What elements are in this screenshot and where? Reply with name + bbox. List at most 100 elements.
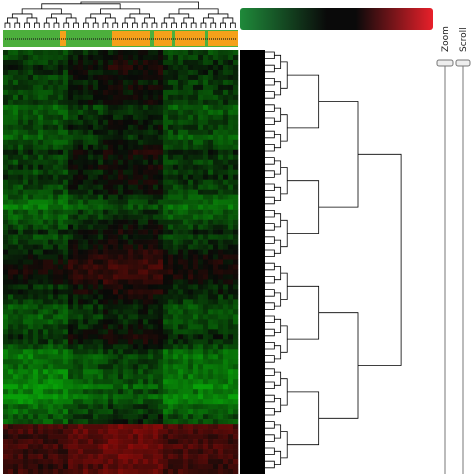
heatmap-cell	[13, 179, 19, 185]
heatmap-cell	[163, 324, 169, 330]
heatmap-cell	[203, 439, 209, 445]
heatmap-cell	[88, 444, 94, 450]
heatmap-cell	[218, 224, 224, 230]
heatmap-cell	[213, 159, 219, 166]
zoom-handle[interactable]	[436, 59, 454, 67]
scroll-control[interactable]: Scroll	[455, 27, 471, 474]
heatmap-cell	[18, 179, 24, 185]
heatmap-cell	[108, 299, 114, 305]
heatmap-cell	[163, 119, 169, 126]
scroll-handle[interactable]	[455, 59, 471, 67]
heatmap-cell	[18, 94, 24, 101]
heatmap-cell	[23, 264, 29, 270]
heatmap-cell	[108, 64, 114, 71]
heatmap-cell	[178, 104, 184, 111]
heatmap-cell	[33, 449, 39, 455]
heatmap-cell	[203, 299, 209, 305]
heatmap-cell	[223, 174, 229, 180]
heatmap-cell	[148, 289, 154, 295]
heatmap-cell	[153, 344, 159, 350]
heatmap-cell	[183, 464, 189, 470]
heatmap-cell	[143, 384, 149, 390]
heatmap-cell	[8, 69, 14, 76]
heatmap-cell	[23, 69, 29, 76]
heatmap-cell	[198, 304, 204, 310]
heatmap-cell	[163, 359, 169, 365]
heatmap-cell	[63, 399, 69, 405]
heatmap-cell	[78, 54, 84, 61]
heatmap-cell	[188, 209, 194, 215]
heatmap-cell	[153, 354, 159, 360]
heatmap-cell	[53, 279, 59, 285]
heatmap-cell	[93, 224, 99, 230]
heatmap-cell	[198, 54, 204, 61]
heatmap-cell	[48, 164, 54, 171]
heatmap-cell	[118, 254, 124, 260]
heatmap-cell	[38, 319, 44, 325]
heatmap-cell	[98, 184, 104, 190]
heatmap-cell	[38, 229, 44, 235]
heatmap-cell	[83, 59, 89, 66]
heatmap-cell	[198, 319, 204, 325]
heatmap-cell	[223, 134, 229, 141]
heatmap-cell	[113, 124, 119, 131]
heatmap-cell	[123, 119, 129, 126]
heatmap-cell	[218, 174, 224, 180]
annotation-group	[205, 31, 208, 46]
heatmap-cell	[48, 294, 54, 300]
heatmap-cell	[113, 104, 119, 111]
heatmap-cell	[58, 239, 64, 245]
heatmap-cell	[218, 164, 224, 171]
heatmap-cell	[28, 199, 34, 205]
heatmap-cell	[163, 50, 169, 56]
heatmap-cell	[43, 94, 49, 101]
heatmap-cell	[33, 289, 39, 295]
heatmap-cell	[173, 94, 179, 101]
zoom-control[interactable]: Zoom	[436, 26, 454, 474]
heatmap-cell	[118, 444, 124, 450]
heatmap-cell	[133, 194, 139, 200]
heatmap-cell	[203, 264, 209, 270]
heatmap-cell	[23, 364, 29, 370]
heatmap-cell	[108, 449, 114, 455]
heatmap-cell	[13, 404, 19, 410]
heatmap-cell	[178, 119, 184, 126]
heatmap-cell	[8, 469, 14, 474]
heatmap-cell	[128, 174, 134, 180]
heatmap-cell	[213, 404, 219, 410]
heatmap-cell	[113, 419, 119, 425]
heatmap-cell	[173, 124, 179, 131]
heatmap-cell	[143, 184, 149, 190]
heatmap-cell	[98, 434, 104, 440]
heatmap-cell	[228, 174, 234, 180]
heatmap-cell	[18, 109, 24, 116]
heatmap-cell	[223, 309, 229, 315]
heatmap-cell	[123, 459, 129, 465]
heatmap-cell	[148, 214, 154, 220]
heatmap-cell	[223, 344, 229, 350]
heatmap-cell	[98, 264, 104, 270]
heatmap-cell	[113, 164, 119, 171]
heatmap-cell	[168, 304, 174, 310]
heatmap-cell	[58, 209, 64, 215]
heatmap-cell	[128, 329, 134, 335]
heatmap-cell	[158, 454, 164, 460]
heatmap-cell	[233, 149, 239, 156]
heatmap-cell	[33, 99, 39, 106]
heatmap-cell	[3, 289, 9, 295]
heatmap-cell	[208, 234, 214, 240]
heatmap-cell	[3, 139, 9, 146]
heatmap-cell	[113, 119, 119, 126]
heatmap-cell	[8, 269, 14, 275]
heatmap-cell	[208, 269, 214, 275]
heatmap-cell	[178, 174, 184, 180]
heatmap-cell	[58, 139, 64, 146]
heatmap-cell	[133, 99, 139, 106]
heatmap-cell	[223, 50, 229, 56]
heatmap-cell	[8, 464, 14, 470]
heatmap-cell	[178, 469, 184, 474]
heatmap-cell	[3, 449, 9, 455]
heatmap-cell	[158, 154, 164, 161]
heatmap-cell	[228, 189, 234, 195]
heatmap-cell	[193, 289, 199, 295]
